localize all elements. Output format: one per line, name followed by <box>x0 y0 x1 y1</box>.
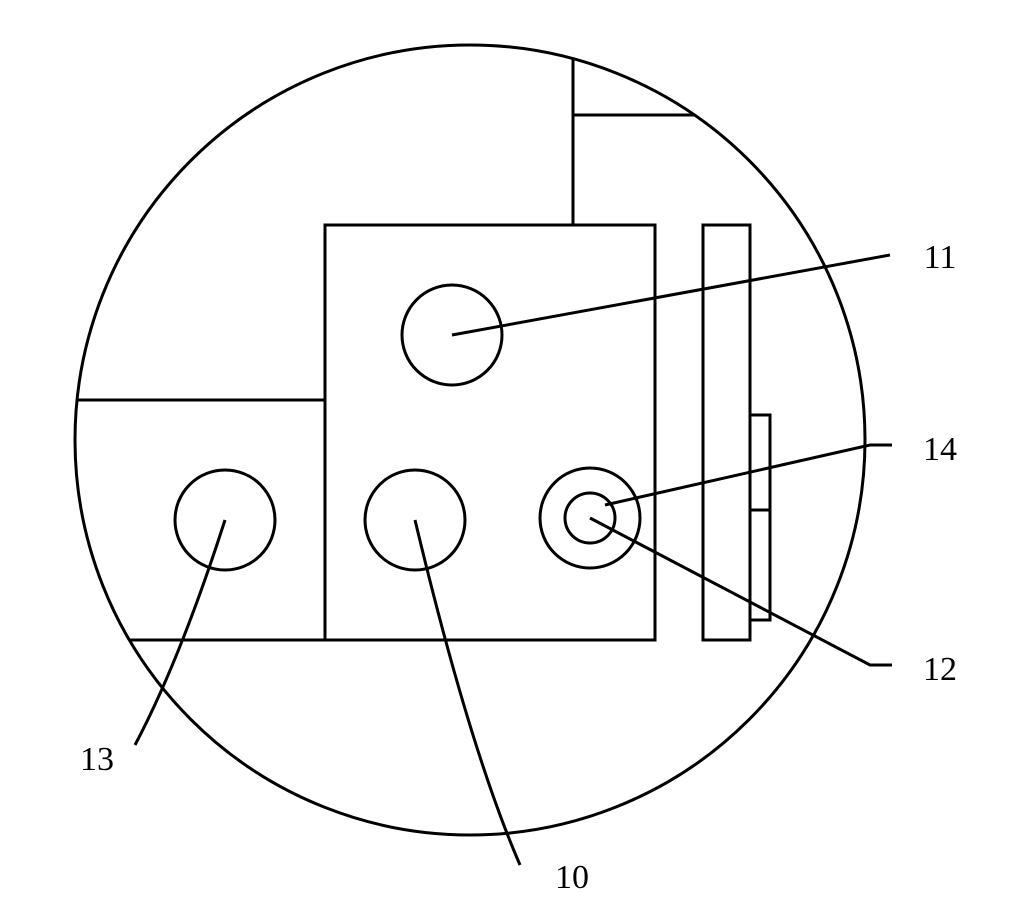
label-11: 11 <box>924 239 957 276</box>
leader-10 <box>415 520 520 865</box>
engineering-diagram: 11 14 12 10 13 <box>0 0 1019 915</box>
small-bar <box>750 415 770 620</box>
label-14: 14 <box>923 431 957 468</box>
label-12: 12 <box>923 651 957 688</box>
leader-13 <box>135 520 225 745</box>
clipped-internals <box>75 45 862 640</box>
label-10: 10 <box>555 859 589 896</box>
left-block <box>75 400 325 640</box>
label-13: 13 <box>80 741 114 778</box>
central-block <box>325 225 655 640</box>
detail-boundary-circle <box>75 45 865 835</box>
leader-11 <box>452 255 890 335</box>
callout-leaders <box>135 255 892 865</box>
